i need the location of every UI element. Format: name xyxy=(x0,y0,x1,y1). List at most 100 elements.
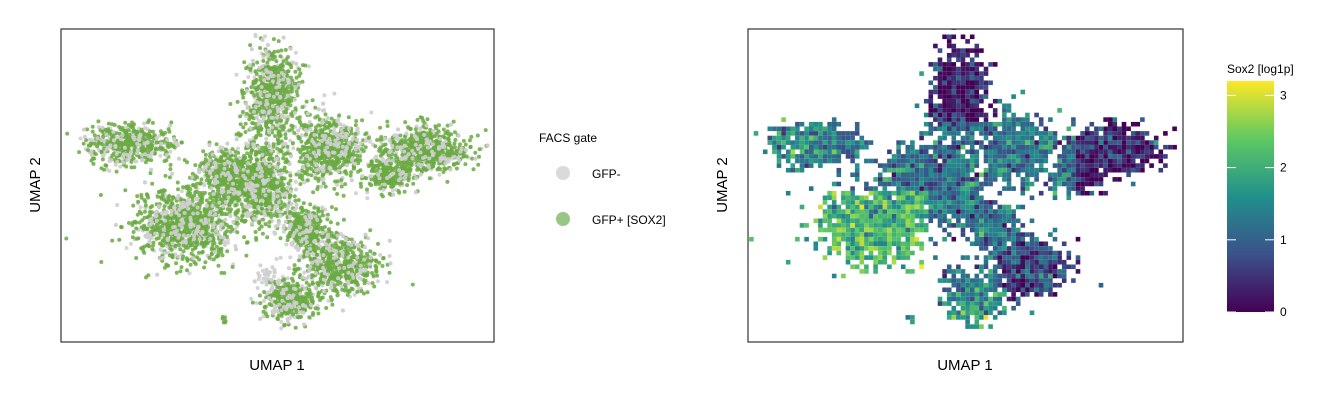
scatter-point xyxy=(198,181,203,186)
scatter-point xyxy=(304,99,309,104)
scatter-point xyxy=(285,73,290,78)
scatter-point xyxy=(236,150,241,155)
scatter-point xyxy=(323,207,328,212)
scatter-point xyxy=(387,253,392,258)
scatter-point xyxy=(292,194,297,199)
scatter-point xyxy=(230,265,235,269)
scatter-point xyxy=(150,139,154,144)
scatter-point xyxy=(117,237,122,242)
scatter-point xyxy=(293,315,297,320)
scatter-point xyxy=(376,279,380,284)
scatter-point xyxy=(272,274,277,279)
scatter-point xyxy=(271,142,276,147)
scatter-point xyxy=(150,120,155,125)
scatter-point xyxy=(364,251,369,256)
scatter-point xyxy=(154,147,159,152)
scatter-point xyxy=(214,244,219,249)
scatter-point xyxy=(365,190,370,195)
scatter-point xyxy=(375,138,380,142)
scatter-point xyxy=(149,158,154,163)
scatter-point xyxy=(240,109,245,114)
scatter-point xyxy=(296,136,301,141)
scatter-point xyxy=(373,144,378,149)
scatter-point xyxy=(253,34,258,39)
scatter-point xyxy=(311,311,316,315)
scatter-point xyxy=(338,280,343,285)
scatter-point xyxy=(100,142,105,147)
scatter-point xyxy=(365,196,370,201)
scatter-point xyxy=(158,230,163,235)
scatter-point xyxy=(233,212,238,217)
scatter-point xyxy=(473,150,478,155)
scatter-point xyxy=(325,116,330,120)
scatter-point xyxy=(135,194,140,199)
scatter-point xyxy=(372,284,377,289)
scatter-point xyxy=(168,149,173,154)
scatter-point xyxy=(223,147,228,152)
scatter-point xyxy=(335,182,339,187)
scatter-point xyxy=(219,149,224,154)
scatter-point xyxy=(405,183,410,188)
scatter-point xyxy=(311,190,316,195)
scatter-point xyxy=(380,264,385,268)
scatter-point xyxy=(276,39,281,44)
scatter-point xyxy=(372,251,377,256)
scatter-point xyxy=(258,263,263,268)
scatter-point xyxy=(252,204,257,209)
scatter-point xyxy=(163,148,168,153)
scatter-point xyxy=(288,315,293,320)
scatter-point xyxy=(220,253,225,258)
scatter-point xyxy=(428,127,433,132)
scatter-point xyxy=(304,280,309,285)
scatter-point xyxy=(293,106,298,111)
scatter-point xyxy=(208,195,213,200)
scatter-point xyxy=(168,162,173,167)
scatter-point xyxy=(477,154,481,159)
scatter-point xyxy=(278,255,283,260)
scatter-point xyxy=(162,188,167,193)
scatter-point xyxy=(256,277,261,282)
scatter-point xyxy=(265,235,270,240)
scatter-point xyxy=(322,93,327,98)
scatter-point xyxy=(410,282,415,287)
scatter-point xyxy=(402,189,407,194)
scatter-point xyxy=(476,162,481,167)
scatter-point xyxy=(366,281,371,286)
scatter-point xyxy=(293,198,298,203)
scatter-point xyxy=(179,140,184,145)
scatter-point xyxy=(210,246,215,251)
scatter-point xyxy=(258,301,263,306)
scatter-point xyxy=(461,138,466,143)
scatter-point xyxy=(293,69,298,74)
scatter-point xyxy=(313,176,318,181)
scatter-point xyxy=(226,240,230,245)
scatter-point xyxy=(251,116,256,121)
scatter-point xyxy=(346,115,351,120)
scatter-point xyxy=(64,236,69,241)
scatter-point xyxy=(285,144,290,149)
scatter-point xyxy=(376,241,380,246)
scatter-point xyxy=(219,270,224,275)
scatter-point xyxy=(168,246,173,251)
scatter-point xyxy=(242,80,247,85)
scatter-point xyxy=(483,128,488,133)
scatter-point xyxy=(113,162,118,167)
scatter-point xyxy=(196,250,201,255)
scatter-point xyxy=(96,125,101,130)
scatter-point xyxy=(160,146,165,151)
scatter-point xyxy=(441,170,446,174)
scatter-point xyxy=(110,122,115,127)
scatter-point xyxy=(406,178,411,182)
scatter-point xyxy=(151,243,155,248)
scatter-point xyxy=(279,326,284,331)
scatter-point xyxy=(210,233,215,238)
scatter-point xyxy=(380,156,385,161)
left-point-cloud xyxy=(64,32,490,331)
scatter-point xyxy=(168,167,173,172)
scatter-point xyxy=(335,221,340,226)
scatter-point xyxy=(180,257,185,261)
scatter-point xyxy=(405,163,410,168)
scatter-point xyxy=(168,123,173,128)
scatter-point xyxy=(386,153,391,158)
